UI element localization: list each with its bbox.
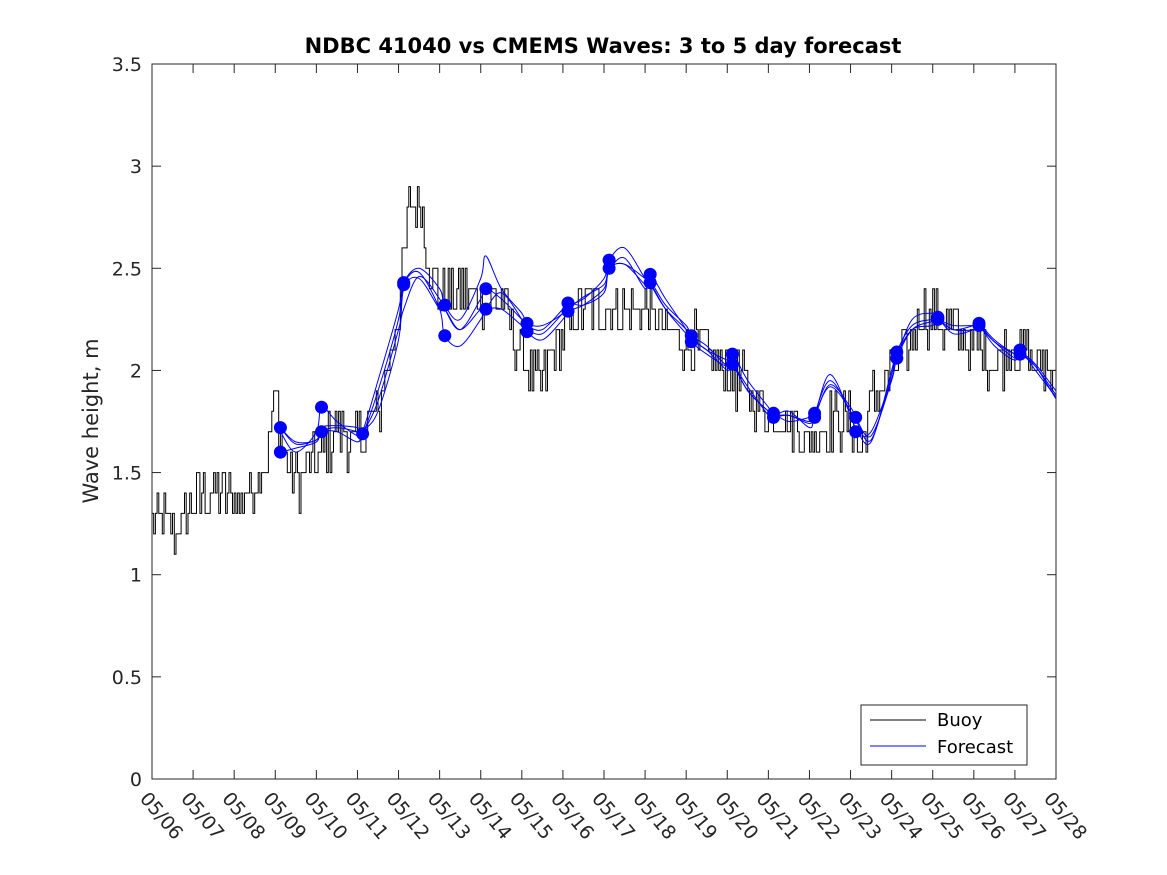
y-tick-label: 3 — [130, 156, 142, 178]
x-tick-label: 05/06 — [135, 788, 187, 844]
forecast-run-3-line — [279, 255, 1057, 453]
y-axis-label: Wave height, m — [79, 338, 103, 503]
y-tick-label: 3.5 — [112, 54, 142, 76]
legend: Buoy Forecast — [860, 704, 1028, 766]
forecast-marker — [438, 298, 452, 312]
x-tick-label: 05/16 — [546, 788, 598, 844]
x-tick-label: 05/18 — [628, 788, 680, 844]
x-tick-label: 05/23 — [834, 788, 886, 844]
forecast-run-2-line — [280, 257, 1057, 453]
forecast-marker — [808, 410, 822, 424]
forecast-marker — [397, 278, 411, 292]
x-tick-label: 05/11 — [341, 788, 393, 844]
x-tick-label: 05/14 — [464, 788, 516, 844]
forecast-marker — [438, 329, 452, 343]
buoy-series-line — [152, 186, 1057, 555]
forecast-marker — [849, 425, 863, 439]
plot-area — [152, 186, 1057, 555]
forecast-marker — [561, 304, 575, 318]
forecast-marker — [1013, 347, 1027, 361]
x-tick-label: 05/20 — [710, 788, 762, 844]
y-tick-label: 2.5 — [112, 258, 142, 280]
forecast-marker — [520, 325, 534, 339]
y-tick-label: 0 — [130, 769, 142, 791]
x-tick-label: 05/21 — [752, 788, 804, 844]
forecast-marker — [849, 410, 863, 424]
x-tick-label: 05/26 — [957, 788, 1009, 844]
y-tick-label: 0.5 — [112, 667, 142, 689]
x-tick-label: 05/28 — [1039, 788, 1091, 844]
forecast-marker — [479, 302, 493, 316]
x-tick-label: 05/25 — [916, 788, 968, 844]
x-tick-label: 05/15 — [505, 788, 557, 844]
forecast-marker — [890, 351, 904, 365]
forecast-marker — [725, 357, 739, 371]
x-tick-label: 05/19 — [669, 788, 721, 844]
forecast-marker — [602, 261, 616, 275]
forecast-marker — [479, 282, 493, 296]
forecast-marker — [972, 319, 986, 332]
forecast-marker — [315, 400, 328, 414]
x-tick-label: 05/22 — [793, 788, 845, 844]
x-tick-label: 05/07 — [176, 788, 228, 844]
forecast-marker — [767, 410, 780, 424]
forecast-marker — [931, 312, 945, 326]
x-tick-label: 05/27 — [998, 788, 1050, 844]
x-tick-label: 05/13 — [423, 788, 475, 844]
x-tick-label: 05/17 — [587, 788, 639, 844]
forecast-marker — [684, 335, 698, 349]
forecast-run-4-line — [280, 262, 1057, 445]
x-tick-label: 05/08 — [217, 788, 269, 844]
forecast-marker — [315, 425, 328, 439]
x-tick-label: 05/09 — [258, 788, 310, 844]
legend-forecast-label: Forecast — [937, 737, 1013, 758]
forecast-marker — [273, 445, 287, 459]
forecast-marker — [725, 347, 739, 361]
y-tick-label: 1.5 — [112, 463, 142, 485]
axes-box — [151, 63, 1057, 780]
y-tick-label: 1 — [130, 565, 142, 587]
legend-box — [860, 704, 1028, 766]
x-tick-label: 05/10 — [300, 788, 352, 844]
forecast-marker — [356, 427, 370, 441]
legend-buoy-label: Buoy — [937, 710, 983, 731]
y-tick-label: 2 — [130, 360, 142, 382]
x-tick-label: 05/24 — [875, 788, 927, 844]
forecast-marker — [273, 421, 287, 435]
x-tick-label: 05/12 — [382, 788, 434, 844]
forecast-marker — [643, 276, 657, 290]
chart-title: NDBC 41040 vs CMEMS Waves: 3 to 5 day fo… — [305, 34, 902, 58]
